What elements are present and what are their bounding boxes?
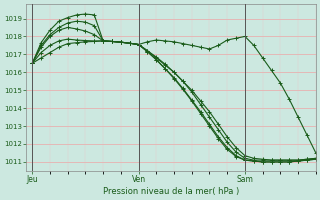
X-axis label: Pression niveau de la mer( hPa ): Pression niveau de la mer( hPa ) xyxy=(103,187,239,196)
